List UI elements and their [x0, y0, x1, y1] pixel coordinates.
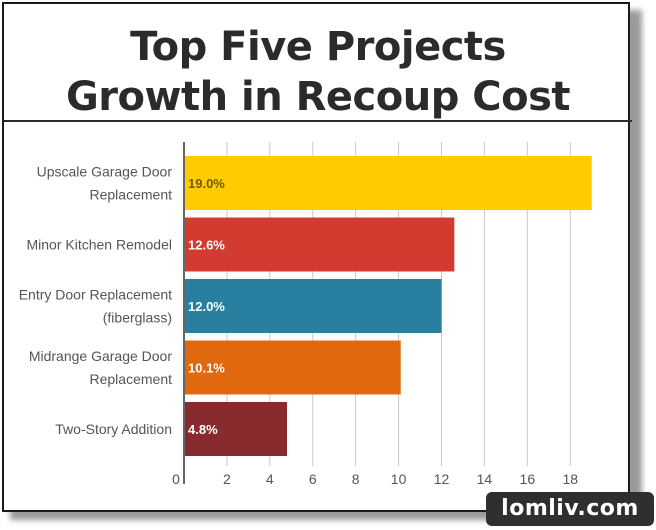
title-divider — [4, 120, 632, 122]
chart-title: Top Five Projects Growth in Recoup Cost — [4, 22, 632, 122]
chart-title-line-2: Growth in Recoup Cost — [65, 74, 571, 120]
x-tick-label-16: 16 — [520, 471, 536, 487]
category-label-0-1: Replacement — [90, 187, 173, 203]
bar-0 — [184, 156, 592, 210]
category-label-2-0: Entry Door Replacement — [19, 287, 172, 303]
bar-1 — [184, 217, 455, 272]
x-tick-label-8: 8 — [352, 471, 360, 487]
category-label-2-1: (fiberglass) — [103, 310, 172, 326]
x-tick-label-10: 10 — [391, 471, 407, 487]
bar-3 — [184, 340, 401, 395]
bar-value-label-2: 12.0% — [188, 299, 225, 314]
x-tick-label-2: 2 — [223, 471, 231, 487]
category-label-3-1: Replacement — [90, 371, 173, 387]
x-tick-label-0: 0 — [172, 471, 180, 487]
category-label-4-0: Two-Story Addition — [55, 421, 172, 437]
chart-card: Top Five Projects Growth in Recoup Cost … — [2, 2, 632, 512]
x-tick-label-14: 14 — [477, 471, 493, 487]
x-tick-label-4: 4 — [266, 471, 274, 487]
bar-value-label-0: 19.0% — [188, 176, 225, 191]
chart-title-line-1: Top Five Projects — [130, 24, 506, 70]
bar-value-label-1: 12.6% — [188, 238, 225, 253]
category-label-0-0: Upscale Garage Door — [37, 164, 173, 180]
x-tick-label-12: 12 — [434, 471, 450, 487]
bar-value-label-3: 10.1% — [188, 361, 225, 376]
watermark-badge: lomliv.com — [486, 492, 654, 526]
bar-4 — [184, 402, 287, 456]
x-tick-label-6: 6 — [309, 471, 317, 487]
x-tick-label-18: 18 — [562, 471, 578, 487]
category-label-3-0: Midrange Garage Door — [29, 348, 173, 364]
category-label-1-0: Minor Kitchen Remodel — [26, 237, 172, 253]
bar-chart: 19.0% Upscale Garage Door Replacement 12.6%… — [19, 142, 592, 487]
bar-value-label-4: 4.8% — [188, 422, 218, 437]
bar-2 — [184, 279, 442, 333]
